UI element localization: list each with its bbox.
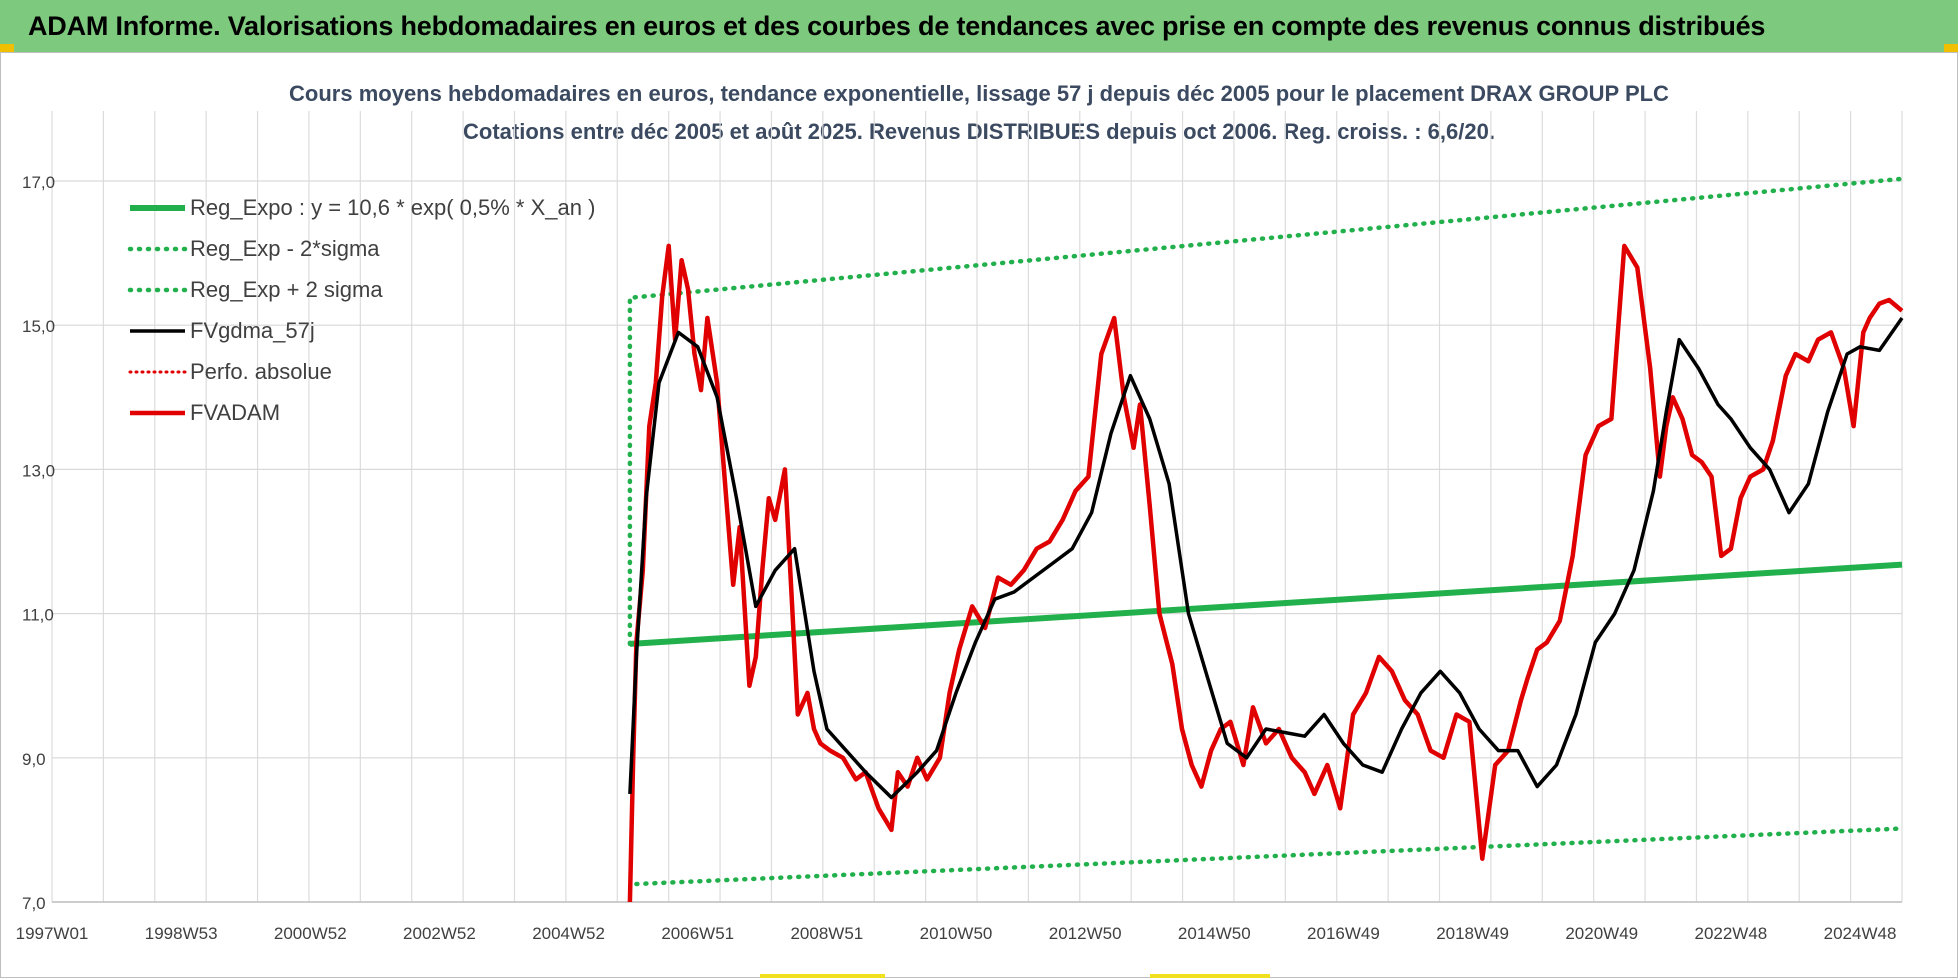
axis-layer: 7,0 9,0 11,0 13,0 15,0 17,0 1997W01 1998W53 2000… — [16, 173, 1902, 943]
x-tick-label: 2020W49 — [1565, 924, 1638, 943]
x-tick-label: 2016W49 — [1307, 924, 1380, 943]
legend-label: Reg_Exp - 2*sigma — [190, 236, 380, 261]
y-tick-label: 11,0 — [22, 606, 54, 625]
x-tick-label: 2024W48 — [1824, 924, 1897, 943]
y-tick-label: 15,0 — [22, 317, 55, 336]
x-tick-label: 2000W52 — [274, 924, 347, 943]
legend-label: Perfo. absolue — [190, 359, 332, 384]
series-line-1 — [629, 561, 1903, 647]
page-title: ADAM Informe. Valorisations hebdomadaire… — [28, 11, 1766, 41]
y-tick-label: 17,0 — [22, 173, 55, 192]
legend-label: FVgdma_57j — [190, 318, 315, 343]
x-tick-label: 2008W51 — [790, 924, 863, 943]
x-tick-label: 1997W01 — [16, 924, 89, 943]
y-tick-label: 13,0 — [22, 461, 55, 480]
x-tick-label: 2012W50 — [1049, 924, 1122, 943]
chart-title: Cours moyens hebdomadaires en euros, ten… — [289, 81, 1669, 106]
x-tick-label: 1998W53 — [145, 924, 218, 943]
header-bar — [0, 0, 1958, 52]
legend-label: Reg_Exp + 2 sigma — [190, 277, 383, 302]
legend-label: FVADAM — [190, 400, 280, 425]
x-tick-label: 2006W51 — [661, 924, 734, 943]
series-layer — [627, 176, 1905, 903]
x-tick-label: 2004W52 — [532, 924, 605, 943]
x-tick-label: 2010W50 — [920, 924, 993, 943]
series-line-2 — [634, 826, 1905, 887]
legend: Reg_Expo : y = 10,6 * exp( 0,5% * X_an )… — [127, 195, 595, 425]
x-tick-label: 2014W50 — [1178, 924, 1251, 943]
series-line-3 — [627, 176, 1905, 647]
chart-frame — [0, 52, 1958, 978]
header-accent-right — [1944, 44, 1958, 52]
y-tick-label: 9,0 — [22, 750, 46, 769]
footer-mark-left — [760, 974, 885, 978]
y-tick-label: 7,0 — [22, 894, 46, 913]
x-tick-label: 2018W49 — [1436, 924, 1509, 943]
legend-label: Reg_Expo : y = 10,6 * exp( 0,5% * X_an ) — [190, 195, 595, 220]
grid-layer — [51, 111, 1903, 903]
series-line-6 — [627, 243, 1904, 903]
series-line-4 — [628, 316, 1904, 800]
chart-subtitle: Cotations entre déc 2005 et août 2025. R… — [463, 119, 1495, 144]
footer-mark-right — [1150, 974, 1270, 978]
header-accent-left — [0, 44, 14, 52]
x-tick-label: 2022W48 — [1694, 924, 1767, 943]
x-tick-label: 2002W52 — [403, 924, 476, 943]
